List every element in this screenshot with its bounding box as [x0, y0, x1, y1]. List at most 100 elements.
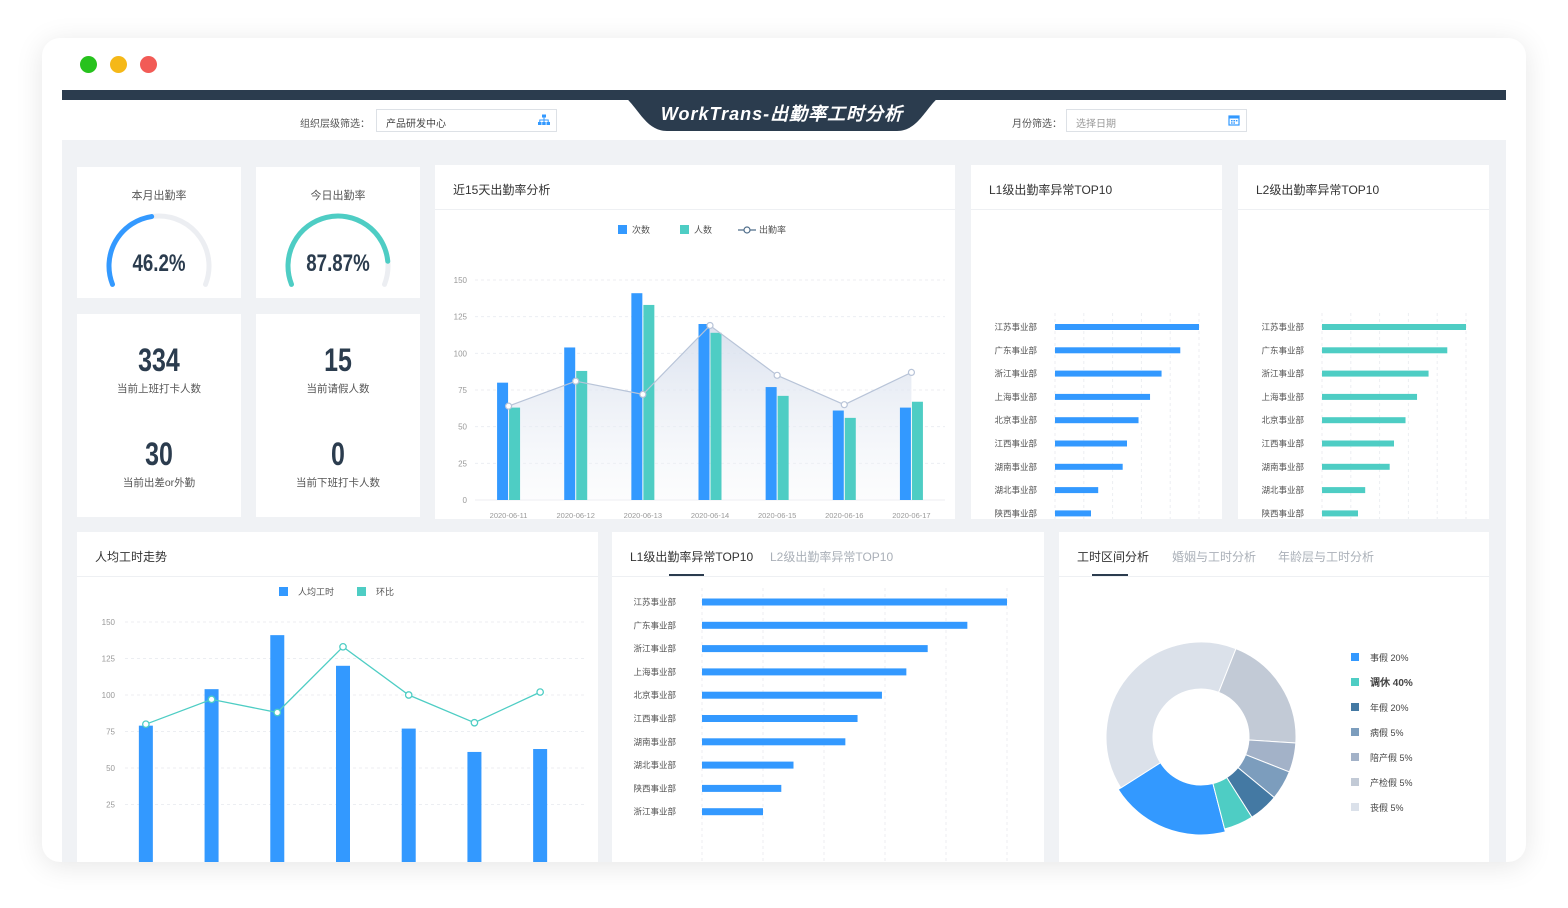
legend-swatch-hours — [279, 587, 288, 596]
tab-l2-top[interactable]: L2级出勤率异常TOP10 — [770, 550, 894, 564]
bar-hours — [138, 725, 153, 862]
org-filter-label: 组织层级筛选： — [300, 119, 370, 130]
bar-times — [832, 410, 844, 500]
legend-rate: 出勤率 — [759, 224, 786, 235]
bar — [1055, 463, 1123, 470]
donut-chart: 事假 20% 调休 40% 年假 20% 病假 5% 陪产假 5% 产检假 5% 丧假 5% — [1105, 641, 1413, 836]
bar — [1322, 347, 1448, 354]
legend-swatch — [1351, 728, 1359, 736]
bar-times — [631, 293, 643, 500]
checkout-label: 当前下班打卡人数 — [296, 477, 380, 489]
bar — [1055, 324, 1199, 330]
x-tick-label: 2020-06-15 — [758, 511, 796, 519]
legend-people: 人数 — [694, 224, 712, 235]
trend-card: 近15天出勤率分析 0 25 50 75 100 125 150 2020-06-11 2020… — [435, 165, 955, 519]
month-filter-placeholder: 选择日期 — [1076, 119, 1116, 130]
x-tick-label: 2020-06-13 — [624, 511, 662, 519]
month-rate-label: 本月出勤率 — [131, 190, 187, 202]
tab-age-hours[interactable]: 年龄层与工时分析 — [1278, 550, 1375, 564]
category-label: 浙江事业部 — [1261, 369, 1304, 379]
bar — [1055, 487, 1099, 494]
category-label: 北京事业部 — [994, 415, 1037, 425]
trip-label: 当前出差or外勤 — [122, 477, 196, 489]
mom-point — [470, 718, 479, 727]
calendar-icon — [1228, 114, 1240, 129]
category-label: 江苏事业部 — [994, 322, 1037, 332]
y-tick-label: 75 — [458, 386, 467, 395]
bar — [702, 691, 882, 699]
bar — [702, 598, 1007, 606]
bar — [1322, 417, 1406, 424]
mom-point — [142, 720, 150, 729]
category-label: 浙江事业部 — [633, 807, 676, 817]
month-rate-value: 46.2% — [132, 250, 186, 277]
legend-swatch — [1351, 778, 1359, 786]
l1-top-card: L1级出勤率异常TOP10 020406080100江苏事业部广东事业部浙江事业… — [971, 165, 1222, 519]
category-label: 湖南事业部 — [633, 737, 676, 747]
bar — [1055, 510, 1091, 517]
rate-point — [504, 402, 513, 410]
rate-point — [840, 401, 848, 409]
bar-people — [710, 332, 722, 500]
bar — [702, 784, 782, 792]
mom-point — [207, 695, 216, 704]
category-label: 上海事业部 — [633, 667, 676, 677]
legend-mom: 环比 — [376, 586, 394, 597]
bar-people — [643, 304, 655, 500]
tabbed-top-chart: 江苏事业部广东事业部浙江事业部上海事业部北京事业部江西事业部湖南事业部湖北事业部… — [633, 588, 1008, 862]
window-minimize-button[interactable] — [110, 56, 127, 73]
legend-point-rate — [743, 226, 751, 234]
legend-swatch-mom — [357, 587, 366, 596]
rate-point — [907, 368, 916, 376]
category-label: 湖南事业部 — [994, 462, 1037, 472]
y-tick-label: 150 — [102, 618, 116, 627]
month-filter-label: 月份筛选： — [1012, 119, 1062, 130]
tab-l1-top[interactable]: L1级出勤率异常TOP10 — [630, 550, 754, 564]
category-label: 陕西事业部 — [1261, 508, 1304, 518]
x-tick-label: 2020-06-12 — [557, 511, 595, 519]
donut-slice-事假 — [1117, 762, 1226, 836]
legend-label: 产检假 5% — [1370, 777, 1413, 788]
legend-swatch — [1351, 753, 1359, 761]
bar-times — [564, 347, 576, 500]
legend-swatch-times — [618, 225, 627, 234]
bar — [1055, 417, 1139, 424]
legend-times: 次数 — [632, 224, 650, 235]
category-label: 陕西事业部 — [633, 783, 676, 793]
l1-top-title: L1级出勤率异常TOP10 — [989, 183, 1113, 197]
donut-slice-丧假 — [1212, 776, 1253, 830]
bar-people — [576, 370, 588, 500]
legend-swatch — [1351, 678, 1359, 686]
category-label: 陕西事业部 — [994, 508, 1037, 518]
bar-times — [899, 407, 911, 500]
bar-hours — [336, 665, 350, 862]
category-label: 上海事业部 — [994, 392, 1037, 402]
category-label: 江西事业部 — [1261, 439, 1304, 449]
tab-hour-range[interactable]: 工时区间分析 — [1077, 550, 1150, 564]
legend-label: 病假 5% — [1370, 727, 1404, 738]
checkin-count: 334 — [138, 342, 180, 378]
trend-chart: 0 25 50 75 100 125 150 2020-06-11 2020-06-12 2020… — [454, 224, 945, 519]
bar — [702, 738, 846, 746]
bar — [1322, 324, 1466, 330]
org-filter-select[interactable]: 产品研发中心 — [376, 109, 557, 132]
tab-marriage-hours[interactable]: 婚姻与工时分析 — [1172, 550, 1257, 564]
bar-times — [497, 382, 509, 500]
window-close-button[interactable] — [140, 56, 157, 73]
bar — [702, 808, 763, 816]
today-rate-gauge — [285, 213, 391, 287]
attendance-rate-area — [508, 325, 912, 500]
l2-top-chart: 020406080100江苏事业部广东事业部浙江事业部上海事业部北京事业部江西事… — [1261, 313, 1467, 519]
bar — [1322, 487, 1366, 494]
bar — [702, 715, 858, 722]
y-tick-label: 125 — [102, 655, 116, 664]
window-maximize-button[interactable] — [80, 56, 97, 73]
x-tick-label: 2020-06-17 — [892, 511, 930, 519]
mom-point — [339, 642, 347, 651]
y-tick-label: 0 — [463, 496, 468, 505]
y-tick-label: 75 — [106, 728, 115, 737]
month-filter-input[interactable]: 选择日期 — [1066, 109, 1247, 132]
month-rate-card: 本月出勤率 46.2% — [77, 167, 241, 298]
rate-point — [572, 377, 580, 385]
bar-times — [698, 324, 710, 500]
